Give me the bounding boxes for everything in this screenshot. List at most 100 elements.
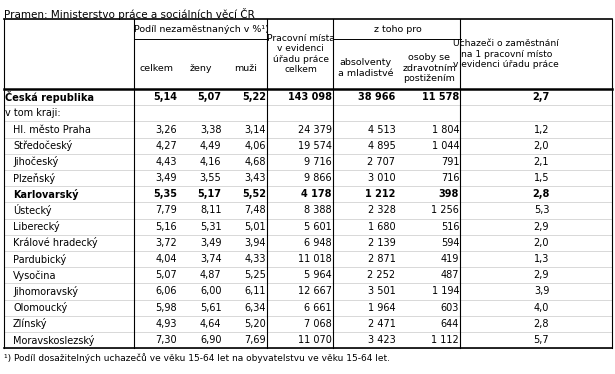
Text: Česká republika: Česká republika — [5, 91, 94, 103]
Text: Karlovarský: Karlovarský — [13, 189, 79, 200]
Text: 5,01: 5,01 — [244, 222, 266, 232]
Text: 603: 603 — [441, 303, 459, 313]
Text: 7 068: 7 068 — [304, 319, 331, 329]
Text: 3 501: 3 501 — [368, 286, 395, 297]
Text: 3,9: 3,9 — [534, 286, 549, 297]
Text: z toho pro: z toho pro — [373, 25, 421, 34]
Text: 6,34: 6,34 — [244, 303, 266, 313]
Text: Hl. město Praha: Hl. město Praha — [13, 125, 91, 135]
Text: 7,69: 7,69 — [244, 335, 266, 345]
Text: 19 574: 19 574 — [298, 141, 331, 151]
Text: celkem: celkem — [140, 64, 174, 73]
Text: Pracovní místa
v evidenci
úřadu práce
celkem: Pracovní místa v evidenci úřadu práce ce… — [267, 34, 335, 74]
Text: 5,07: 5,07 — [156, 270, 177, 280]
Text: 1 194: 1 194 — [432, 286, 459, 297]
Text: 6,00: 6,00 — [200, 286, 221, 297]
Text: 1 680: 1 680 — [368, 222, 395, 232]
Text: 5,07: 5,07 — [197, 92, 221, 102]
Text: 4,27: 4,27 — [156, 141, 177, 151]
Text: 2 139: 2 139 — [368, 238, 395, 248]
Text: 487: 487 — [441, 270, 459, 280]
Text: 2,8: 2,8 — [532, 189, 549, 199]
Text: 24 379: 24 379 — [298, 125, 331, 135]
Text: 3 010: 3 010 — [368, 173, 395, 183]
Text: 2 328: 2 328 — [368, 205, 395, 215]
Text: 12 667: 12 667 — [298, 286, 331, 297]
Text: 2 871: 2 871 — [368, 254, 395, 264]
Text: 1 044: 1 044 — [432, 141, 459, 151]
Text: 143 098: 143 098 — [288, 92, 331, 102]
Text: 1,2: 1,2 — [534, 125, 549, 135]
Text: Olomoucký: Olomoucký — [13, 302, 67, 313]
Text: Moravskoslezský: Moravskoslezský — [13, 335, 94, 346]
Text: Vysočina: Vysočina — [13, 270, 57, 280]
Text: 4,64: 4,64 — [200, 319, 221, 329]
Text: 8,11: 8,11 — [200, 205, 221, 215]
Text: 4,87: 4,87 — [200, 270, 221, 280]
Text: 4,16: 4,16 — [200, 157, 221, 167]
Text: 6 661: 6 661 — [304, 303, 331, 313]
Text: 419: 419 — [441, 254, 459, 264]
Text: 4 895: 4 895 — [368, 141, 395, 151]
Text: 4 513: 4 513 — [368, 125, 395, 135]
Text: 1 964: 1 964 — [368, 303, 395, 313]
Text: 2 707: 2 707 — [367, 157, 395, 167]
Text: 2,8: 2,8 — [534, 319, 549, 329]
Text: 3,72: 3,72 — [156, 238, 177, 248]
Text: 8 388: 8 388 — [304, 205, 331, 215]
Text: Ústecký: Ústecký — [13, 205, 52, 217]
Text: 4,04: 4,04 — [156, 254, 177, 264]
Text: Středočeský: Středočeský — [13, 140, 72, 151]
Text: 9 866: 9 866 — [304, 173, 331, 183]
Text: 5,17: 5,17 — [197, 189, 221, 199]
Text: 2,1: 2,1 — [534, 157, 549, 167]
Text: Uchazeči o zaměstnání
na 1 pracovní místo
v evidenci úřadu práce: Uchazeči o zaměstnání na 1 pracovní míst… — [453, 39, 559, 69]
Text: 3,38: 3,38 — [200, 125, 221, 135]
Text: Králové hradecký: Králové hradecký — [13, 237, 98, 248]
Text: 5,61: 5,61 — [200, 303, 221, 313]
Text: 4,93: 4,93 — [156, 319, 177, 329]
Text: 2,0: 2,0 — [534, 141, 549, 151]
Text: 5,98: 5,98 — [156, 303, 177, 313]
Text: Zlínský: Zlínský — [13, 318, 47, 329]
Text: 2,0: 2,0 — [534, 238, 549, 248]
Text: 11 578: 11 578 — [422, 92, 459, 102]
Text: 5,14: 5,14 — [153, 92, 177, 102]
Text: 398: 398 — [439, 189, 459, 199]
Text: 7,48: 7,48 — [244, 205, 266, 215]
Text: 716: 716 — [441, 173, 459, 183]
Text: 4 178: 4 178 — [301, 189, 331, 199]
Text: Pramen: Ministerstvo práce a sociálních věcí ČR: Pramen: Ministerstvo práce a sociálních … — [4, 8, 255, 20]
Text: 594: 594 — [441, 238, 459, 248]
Text: absolventy
a mladistvé: absolventy a mladistvé — [338, 58, 393, 78]
Text: 2,9: 2,9 — [534, 270, 549, 280]
Text: 11 070: 11 070 — [298, 335, 331, 345]
Text: 5,31: 5,31 — [200, 222, 221, 232]
Text: 1 804: 1 804 — [432, 125, 459, 135]
Text: 516: 516 — [441, 222, 459, 232]
Text: 791: 791 — [441, 157, 459, 167]
Text: 5 964: 5 964 — [304, 270, 331, 280]
Text: 6 948: 6 948 — [304, 238, 331, 248]
Text: 4,0: 4,0 — [534, 303, 549, 313]
Text: ženy: ženy — [190, 64, 213, 73]
Text: 5,7: 5,7 — [534, 335, 549, 345]
Text: 1 112: 1 112 — [432, 335, 459, 345]
Text: 6,06: 6,06 — [156, 286, 177, 297]
Text: 4,43: 4,43 — [156, 157, 177, 167]
Text: 3,49: 3,49 — [200, 238, 221, 248]
Text: Jihočeský: Jihočeský — [13, 156, 58, 168]
Text: Liberecký: Liberecký — [13, 221, 60, 232]
Text: 4,68: 4,68 — [244, 157, 266, 167]
Text: 7,30: 7,30 — [156, 335, 177, 345]
Text: osoby se
zdravotním
postižením: osoby se zdravotním postižením — [402, 53, 456, 83]
Text: 5,20: 5,20 — [244, 319, 266, 329]
Text: 3,26: 3,26 — [156, 125, 177, 135]
Text: 2 252: 2 252 — [367, 270, 395, 280]
Text: 2,9: 2,9 — [534, 222, 549, 232]
Text: 4,49: 4,49 — [200, 141, 221, 151]
Text: 1 256: 1 256 — [431, 205, 459, 215]
Text: ¹) Podíl dosažitelných uchazečů ve věku 15-64 let na obyvatelstvu ve věku 15-64 : ¹) Podíl dosažitelných uchazečů ve věku … — [4, 353, 390, 363]
Text: 5,16: 5,16 — [156, 222, 177, 232]
Text: 2 471: 2 471 — [368, 319, 395, 329]
